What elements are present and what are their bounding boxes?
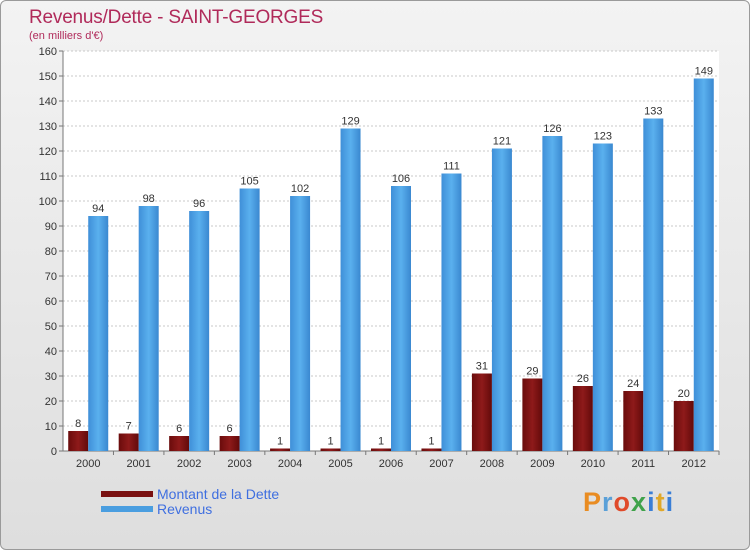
bar-revenus bbox=[239, 188, 260, 451]
data-label-dette: 24 bbox=[627, 378, 639, 390]
data-label-dette: 1 bbox=[378, 436, 384, 448]
bar-dette bbox=[522, 378, 543, 451]
bar-dette bbox=[471, 373, 492, 451]
bar-dette bbox=[673, 401, 694, 451]
y-tick-label: 0 bbox=[51, 446, 57, 458]
bar-dette bbox=[219, 436, 240, 451]
y-tick-label: 60 bbox=[45, 296, 57, 308]
bar-revenus bbox=[592, 143, 613, 451]
bar-dette bbox=[118, 433, 139, 451]
data-label-revenus: 96 bbox=[193, 198, 205, 210]
x-tick-label: 2005 bbox=[328, 458, 352, 470]
y-tick-label: 70 bbox=[45, 271, 57, 283]
y-tick-label: 160 bbox=[39, 46, 57, 58]
legend-swatch-dette bbox=[101, 491, 153, 497]
legend-label-dette: Montant de la Dette bbox=[157, 486, 280, 502]
y-tick-label: 90 bbox=[45, 221, 57, 233]
data-label-dette: 6 bbox=[227, 423, 233, 435]
data-label-revenus: 126 bbox=[543, 123, 561, 135]
bar-revenus bbox=[391, 186, 411, 451]
bar-dette bbox=[169, 436, 190, 451]
bar-dette bbox=[320, 448, 341, 451]
data-label-dette: 6 bbox=[176, 423, 182, 435]
data-label-dette: 1 bbox=[327, 436, 333, 448]
data-label-revenus: 133 bbox=[644, 106, 662, 118]
data-label-revenus: 123 bbox=[594, 131, 612, 143]
y-tick-label: 20 bbox=[45, 396, 57, 408]
data-label-revenus: 121 bbox=[493, 136, 511, 148]
legend-label-revenus: Revenus bbox=[157, 501, 213, 517]
data-label-dette: 8 bbox=[75, 418, 81, 430]
data-label-revenus: 129 bbox=[341, 116, 359, 128]
bar-revenus bbox=[643, 118, 664, 451]
bar-dette bbox=[68, 431, 89, 451]
x-tick-label: 2004 bbox=[278, 458, 302, 470]
bar-dette bbox=[572, 386, 593, 451]
data-label-revenus: 98 bbox=[143, 193, 155, 205]
y-tick-label: 10 bbox=[45, 421, 57, 433]
bar-revenus bbox=[189, 211, 210, 451]
chart-title: Revenus/Dette - SAINT-GEORGES bbox=[29, 7, 324, 28]
y-tick-label: 110 bbox=[39, 171, 57, 183]
y-tick-label: 150 bbox=[39, 71, 57, 83]
x-tick-label: 2009 bbox=[530, 458, 554, 470]
legend-swatch-revenus bbox=[101, 506, 153, 512]
bar-dette bbox=[371, 448, 391, 451]
x-tick-label: 2008 bbox=[480, 458, 504, 470]
chart-subtitle: (en milliers d'€) bbox=[29, 30, 104, 42]
data-label-revenus: 149 bbox=[695, 66, 713, 78]
bar-dette bbox=[421, 448, 442, 451]
y-tick-label: 120 bbox=[39, 146, 57, 158]
x-tick-label: 2002 bbox=[177, 458, 201, 470]
bar-revenus bbox=[290, 196, 311, 451]
bar-revenus bbox=[340, 128, 361, 451]
bar-revenus bbox=[441, 173, 462, 451]
x-tick-label: 2010 bbox=[581, 458, 605, 470]
bar-revenus bbox=[88, 216, 109, 451]
x-tick-label: 2007 bbox=[429, 458, 453, 470]
bar-dette bbox=[623, 391, 644, 451]
x-tick-label: 2011 bbox=[631, 458, 655, 470]
y-tick-label: 40 bbox=[45, 346, 57, 358]
x-tick-label: 2006 bbox=[379, 458, 403, 470]
data-label-dette: 31 bbox=[476, 361, 488, 373]
data-label-revenus: 94 bbox=[92, 203, 104, 215]
data-label-dette: 7 bbox=[126, 421, 132, 433]
data-label-revenus: 106 bbox=[392, 173, 410, 185]
y-tick-label: 80 bbox=[45, 246, 57, 258]
y-tick-label: 140 bbox=[39, 96, 57, 108]
data-label-dette: 29 bbox=[526, 366, 538, 378]
y-tick-label: 30 bbox=[45, 371, 57, 383]
bar-dette bbox=[270, 448, 291, 451]
x-tick-label: 2001 bbox=[126, 458, 150, 470]
bar-revenus bbox=[693, 78, 714, 451]
x-tick-label: 2003 bbox=[227, 458, 251, 470]
data-label-revenus: 102 bbox=[291, 183, 309, 195]
brand-logo: Proxiti bbox=[583, 487, 675, 517]
bar-revenus bbox=[542, 136, 563, 451]
bar-revenus bbox=[491, 148, 512, 451]
data-label-revenus: 105 bbox=[240, 176, 258, 188]
data-label-revenus: 111 bbox=[443, 161, 460, 173]
x-tick-label: 2012 bbox=[682, 458, 706, 470]
bar-revenus bbox=[138, 206, 159, 451]
data-label-dette: 26 bbox=[577, 373, 589, 385]
x-tick-label: 2000 bbox=[76, 458, 100, 470]
data-label-dette: 20 bbox=[678, 388, 690, 400]
y-tick-label: 50 bbox=[45, 321, 57, 333]
data-label-dette: 1 bbox=[428, 436, 434, 448]
y-tick-label: 130 bbox=[39, 121, 57, 133]
data-label-dette: 1 bbox=[277, 436, 283, 448]
y-tick-label: 100 bbox=[39, 196, 57, 208]
